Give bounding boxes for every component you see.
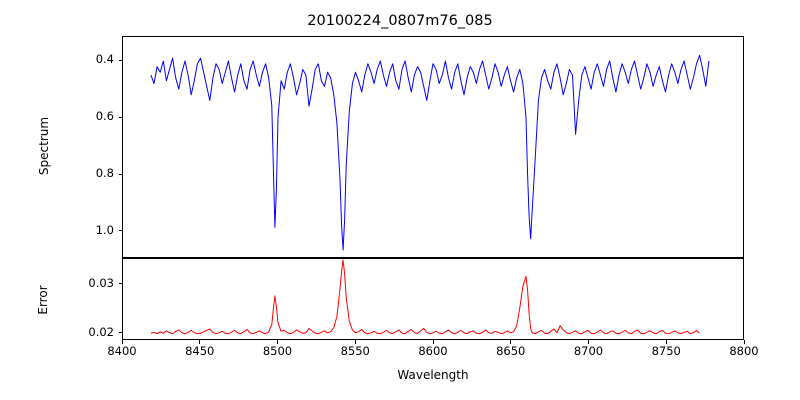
x-tick-mark bbox=[277, 340, 278, 344]
y-tick-mark-spectrum bbox=[118, 59, 122, 61]
x-tick-mark bbox=[432, 340, 434, 344]
y-tick-label-spectrum: 0.8 bbox=[95, 166, 114, 181]
x-tick-mark bbox=[743, 340, 745, 344]
x-tick-label: 8600 bbox=[418, 344, 448, 358]
x-tick-mark bbox=[199, 340, 201, 344]
error-y-axis-label: Error bbox=[36, 285, 50, 315]
chart-title: 20100224_0807m76_085 bbox=[307, 13, 493, 29]
x-tick-label: 8550 bbox=[340, 344, 370, 358]
spectrum-plot-area bbox=[122, 36, 744, 258]
x-tick-label: 8700 bbox=[573, 344, 604, 358]
x-tick-mark bbox=[121, 340, 123, 344]
x-tick-label: 8500 bbox=[262, 344, 293, 358]
x-tick-label: 8400 bbox=[107, 344, 137, 358]
x-tick-mark bbox=[588, 340, 589, 344]
spectrum-y-axis-label: Spectrum bbox=[37, 116, 51, 176]
y-tick-mark-spectrum bbox=[118, 116, 122, 118]
x-tick-label: 8750 bbox=[651, 344, 681, 358]
y-tick-label-spectrum: 1.0 bbox=[95, 222, 114, 237]
y-tick-label-error: 0.02 bbox=[88, 324, 114, 339]
x-tick-mark bbox=[510, 340, 512, 344]
x-tick-label: 8450 bbox=[185, 344, 215, 358]
x-tick-label: 8650 bbox=[496, 344, 526, 358]
x-tick-mark bbox=[354, 340, 356, 344]
y-tick-label-error: 0.03 bbox=[88, 275, 114, 290]
y-tick-label-spectrum: 0.6 bbox=[95, 109, 114, 124]
y-tick-mark-error bbox=[118, 283, 122, 285]
spectrum-line-series bbox=[123, 37, 743, 257]
y-tick-label-spectrum: 0.4 bbox=[95, 52, 114, 67]
x-axis-label: Wavelength bbox=[397, 368, 469, 382]
y-tick-mark-error bbox=[118, 332, 122, 334]
error-line-series bbox=[123, 259, 743, 339]
error-plot-area bbox=[122, 258, 744, 340]
y-tick-mark-spectrum bbox=[118, 230, 122, 232]
x-tick-label: 8800 bbox=[729, 344, 759, 358]
x-tick-mark bbox=[665, 340, 667, 344]
y-tick-mark-spectrum bbox=[118, 173, 122, 175]
